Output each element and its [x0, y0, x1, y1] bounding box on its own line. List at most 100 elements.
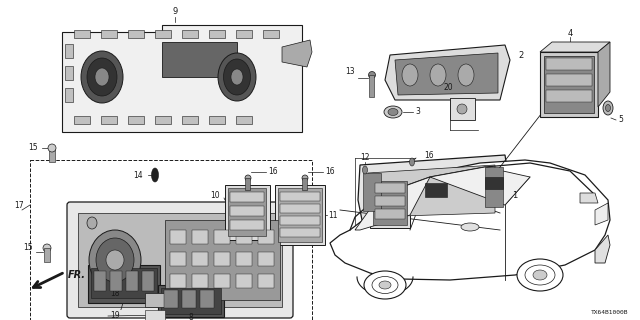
Bar [101, 116, 117, 124]
Bar [280, 192, 320, 201]
Bar [108, 257, 118, 267]
Bar [214, 252, 230, 266]
Bar [230, 220, 264, 230]
Bar [196, 278, 206, 287]
Bar [230, 206, 264, 216]
Bar [209, 30, 225, 38]
Text: 10: 10 [211, 190, 220, 199]
Bar [540, 52, 598, 117]
Bar [544, 56, 594, 113]
Bar [192, 230, 208, 244]
Bar [182, 116, 198, 124]
Text: 4: 4 [568, 29, 573, 38]
Bar [162, 42, 237, 77]
Bar [142, 271, 154, 291]
Bar [258, 252, 274, 266]
Text: 1: 1 [512, 190, 517, 199]
Text: FR.: FR. [68, 270, 86, 280]
Polygon shape [580, 193, 598, 203]
Polygon shape [595, 235, 610, 263]
Bar [236, 252, 252, 266]
Text: 15: 15 [28, 143, 38, 153]
Ellipse shape [81, 51, 123, 103]
Ellipse shape [379, 281, 391, 289]
Ellipse shape [410, 158, 415, 166]
Bar [164, 290, 178, 308]
Bar [546, 74, 592, 86]
Bar [49, 148, 55, 162]
Bar [280, 228, 320, 237]
Bar [214, 230, 230, 244]
Ellipse shape [384, 106, 402, 118]
Bar [546, 90, 592, 102]
Text: TX64B1000B: TX64B1000B [591, 310, 628, 315]
Ellipse shape [245, 175, 251, 181]
Ellipse shape [517, 259, 563, 291]
Bar [128, 30, 144, 38]
Bar [236, 274, 252, 288]
Ellipse shape [461, 223, 479, 231]
Bar [128, 116, 144, 124]
Text: 2: 2 [518, 51, 524, 60]
Text: 3: 3 [415, 108, 420, 116]
Bar [363, 173, 381, 211]
Bar [373, 181, 407, 225]
Text: 18: 18 [110, 289, 120, 298]
Polygon shape [385, 45, 510, 100]
Polygon shape [355, 177, 430, 230]
Polygon shape [330, 160, 610, 280]
Ellipse shape [388, 108, 398, 116]
Bar [170, 252, 186, 266]
Ellipse shape [218, 53, 256, 101]
Bar [182, 290, 196, 308]
Bar [278, 188, 322, 242]
Ellipse shape [87, 217, 97, 229]
Text: 15: 15 [24, 244, 33, 252]
Ellipse shape [603, 101, 613, 115]
Ellipse shape [48, 144, 56, 152]
Text: 13: 13 [346, 68, 355, 76]
Bar [258, 274, 274, 288]
Ellipse shape [430, 64, 446, 86]
Bar [236, 30, 252, 38]
Text: 16: 16 [424, 151, 434, 161]
Bar [165, 220, 280, 300]
Polygon shape [77, 34, 297, 117]
Text: 12: 12 [360, 154, 370, 163]
Ellipse shape [402, 64, 418, 86]
Polygon shape [282, 40, 312, 67]
Text: 14: 14 [133, 171, 143, 180]
Bar [145, 310, 165, 320]
Bar [192, 252, 208, 266]
Bar [263, 30, 279, 38]
Polygon shape [598, 42, 610, 107]
Bar [192, 274, 208, 288]
Bar [485, 177, 503, 189]
Ellipse shape [372, 276, 398, 293]
Bar [228, 188, 266, 236]
Text: 16: 16 [325, 167, 335, 177]
Ellipse shape [87, 58, 117, 96]
Bar [214, 274, 230, 288]
Bar [182, 30, 198, 38]
Bar [375, 183, 405, 193]
Bar [74, 30, 90, 38]
Bar [101, 30, 117, 38]
Bar [280, 216, 320, 225]
Bar [280, 204, 320, 213]
Bar [375, 209, 405, 219]
Bar [258, 230, 274, 244]
Bar [546, 58, 592, 70]
Ellipse shape [457, 104, 467, 114]
Bar [369, 75, 374, 97]
Bar [370, 178, 410, 228]
Bar [375, 196, 405, 206]
Ellipse shape [96, 238, 134, 282]
Bar [91, 268, 157, 298]
Text: 11: 11 [328, 211, 337, 220]
Bar [78, 213, 282, 307]
Bar [44, 248, 50, 262]
Ellipse shape [458, 64, 474, 86]
Text: 7: 7 [118, 303, 123, 313]
Bar [88, 265, 160, 303]
